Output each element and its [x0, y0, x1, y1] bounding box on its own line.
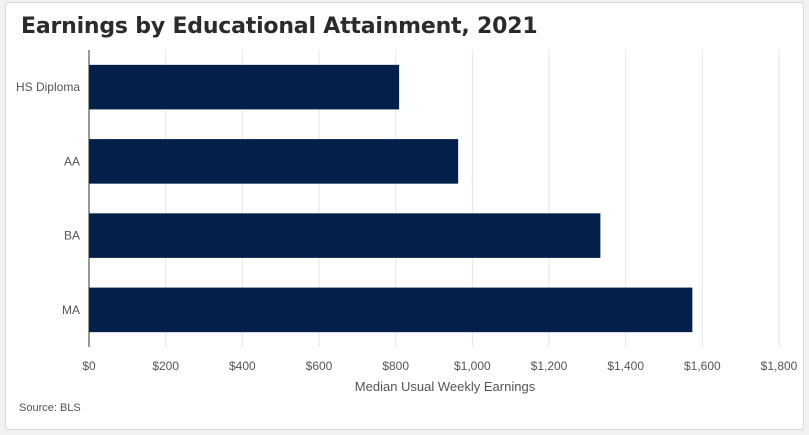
- x-tick-label: $400: [229, 359, 256, 373]
- bar: [89, 64, 400, 110]
- y-tick-label: MA: [62, 303, 80, 317]
- x-tick-label: $1,400: [607, 359, 644, 373]
- bar: [89, 213, 601, 258]
- x-tick-label: $200: [152, 359, 179, 373]
- bar: [89, 287, 693, 333]
- x-tick-label: $0: [82, 359, 96, 373]
- y-tick-label: BA: [64, 229, 80, 243]
- y-tick-label: HS Diploma: [16, 80, 80, 94]
- chart-title: Earnings by Educational Attainment, 2021: [21, 14, 538, 39]
- x-tick-label: $600: [306, 359, 333, 373]
- x-tick-label: $1,800: [761, 359, 798, 373]
- x-tick-label: $800: [382, 359, 409, 373]
- y-tick-label: AA: [64, 154, 80, 168]
- chart-source: Source: BLS: [19, 402, 81, 414]
- x-tick-label: $1,000: [454, 359, 491, 373]
- x-tick-label: $1,200: [531, 359, 568, 373]
- x-axis-title: Median Usual Weekly Earnings: [355, 379, 536, 394]
- x-tick-label: $1,600: [684, 359, 721, 373]
- bar: [89, 139, 459, 184]
